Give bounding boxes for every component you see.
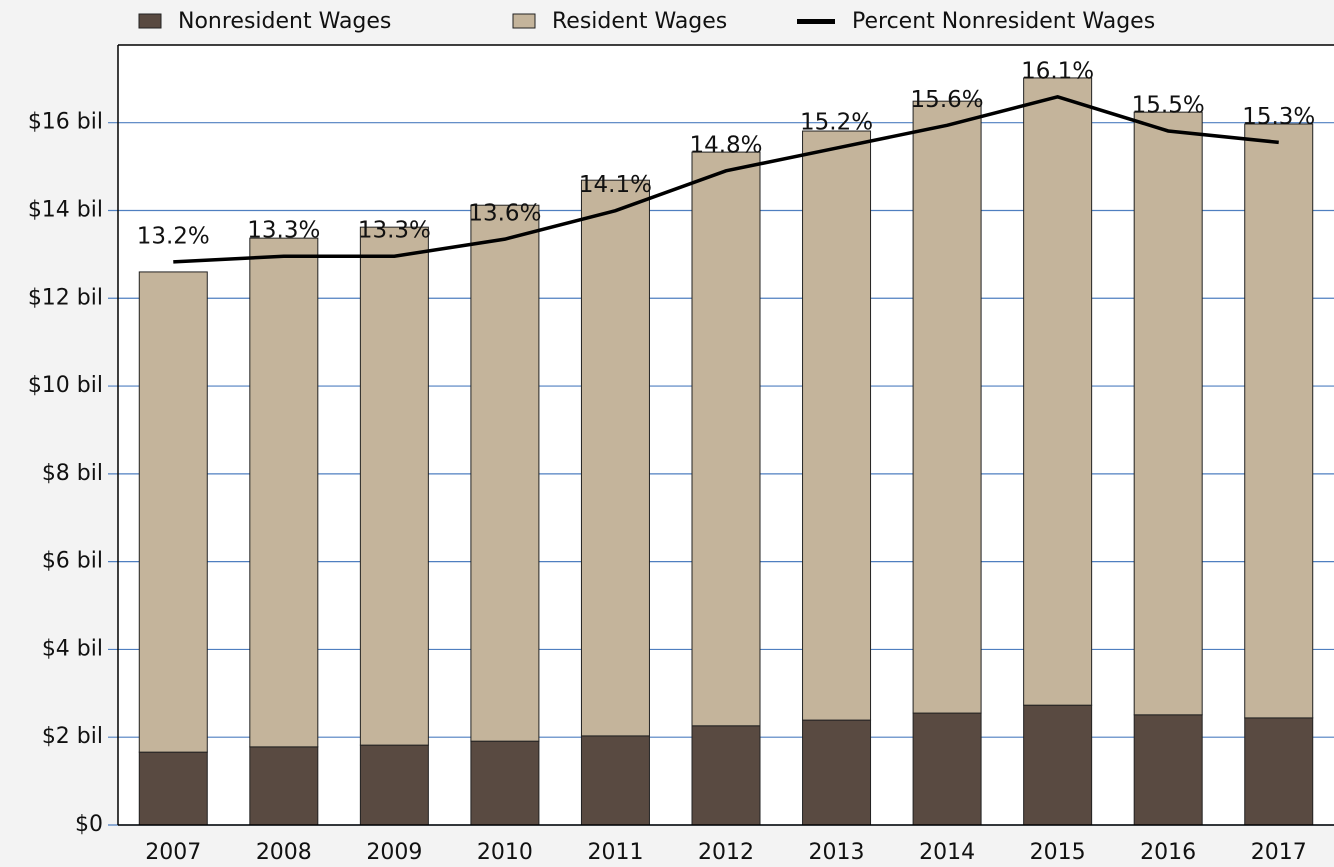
data-label: 13.3% — [247, 218, 320, 244]
legend-label: Percent Nonresident Wages — [852, 9, 1155, 34]
y-tick-label: $6 bil — [42, 549, 103, 574]
bar-segment — [1244, 717, 1314, 826]
bar-segment — [802, 130, 872, 721]
y-tick-label: $8 bil — [42, 461, 103, 486]
legend-swatch — [138, 13, 162, 29]
bar-segment — [580, 735, 650, 826]
data-label: 14.1% — [579, 172, 652, 198]
x-tick-label: 2009 — [366, 840, 422, 865]
legend-swatch — [797, 19, 835, 24]
bar-segment — [1133, 111, 1203, 716]
bar-segment — [912, 712, 982, 826]
legend-label: Resident Wages — [552, 9, 727, 34]
y-tick-label: $10 bil — [28, 373, 103, 398]
x-tick-label: 2010 — [477, 840, 533, 865]
bar-segment — [470, 204, 540, 742]
bar-segment — [470, 740, 540, 826]
bar-segment — [691, 151, 761, 727]
data-label: 13.2% — [137, 223, 210, 249]
bar-segment — [249, 746, 319, 826]
bar-segment — [912, 100, 982, 714]
data-label: 15.6% — [911, 87, 984, 113]
bar-segment — [359, 744, 429, 826]
bar-segment — [359, 226, 429, 746]
data-label: 16.1% — [1021, 58, 1094, 84]
x-tick-label: 2007 — [145, 840, 201, 865]
bar-segment — [691, 725, 761, 826]
data-label: 15.3% — [1242, 104, 1315, 130]
x-tick-label: 2011 — [587, 840, 643, 865]
y-tick-label: $2 bil — [42, 724, 103, 749]
x-tick-label: 2014 — [919, 840, 975, 865]
bar-segment — [138, 751, 208, 826]
bar-segment — [802, 719, 872, 826]
bar-segment — [138, 271, 208, 753]
bar-segment — [1244, 123, 1314, 719]
data-label: 15.5% — [1132, 92, 1205, 118]
bar-segment — [1133, 714, 1203, 826]
y-tick-label: $14 bil — [28, 197, 103, 222]
x-tick-label: 2012 — [698, 840, 754, 865]
legend-label: Nonresident Wages — [178, 9, 391, 34]
x-tick-label: 2015 — [1030, 840, 1086, 865]
bar-segment — [249, 237, 319, 748]
x-tick-label: 2017 — [1251, 840, 1307, 865]
y-tick-label: $16 bil — [28, 110, 103, 135]
x-tick-label: 2008 — [256, 840, 312, 865]
legend-swatch — [512, 13, 536, 29]
bar-segment — [580, 179, 650, 737]
data-label: 13.6% — [468, 201, 541, 227]
x-tick-label: 2016 — [1140, 840, 1196, 865]
bar-segment — [1023, 704, 1093, 826]
y-tick-label: $12 bil — [28, 285, 103, 310]
bar-segment — [1023, 77, 1093, 706]
data-label: 13.3% — [358, 218, 431, 244]
data-label: 15.2% — [800, 110, 873, 136]
y-tick-label: $0 — [75, 812, 103, 837]
x-tick-label: 2013 — [809, 840, 865, 865]
y-tick-label: $4 bil — [42, 636, 103, 661]
line-series — [173, 94, 1279, 264]
data-label: 14.8% — [689, 132, 762, 158]
